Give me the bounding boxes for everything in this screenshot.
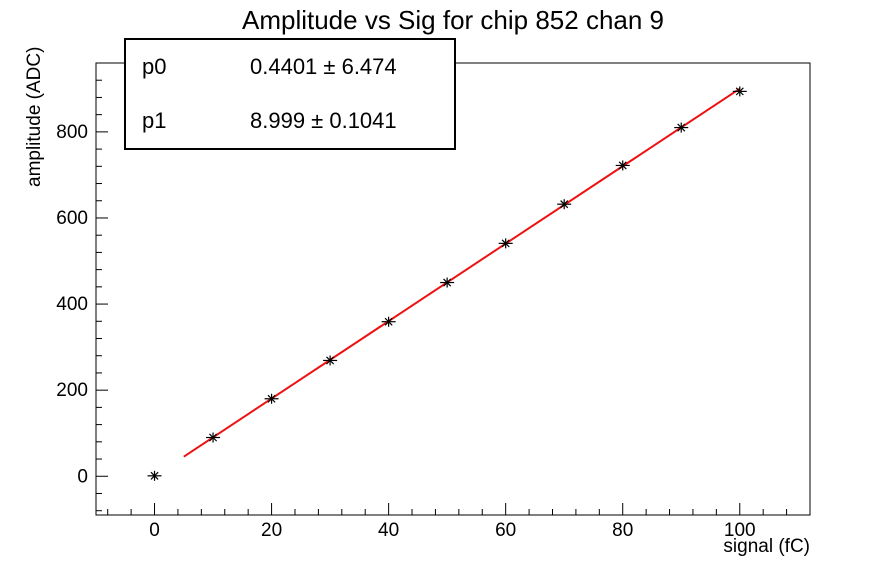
fit-stats-box: p0 0.4401 ± 6.474 p1 8.999 ± 0.1041 [124, 38, 456, 150]
fit-line [183, 87, 741, 458]
data-marker [323, 355, 338, 366]
param-value-p0: 0.4401 ± 6.474 [250, 54, 397, 79]
y-tick-label: 400 [56, 294, 88, 315]
data-marker [264, 393, 279, 404]
x-tick-label: 40 [378, 520, 399, 541]
x-tick-label: 20 [261, 520, 282, 541]
y-tick-label: 800 [56, 122, 88, 143]
stats-row-p0: p0 0.4401 ± 6.474 [126, 40, 454, 94]
x-tick-label: 0 [149, 520, 160, 541]
stats-row-p1: p1 8.999 ± 0.1041 [126, 94, 454, 148]
param-value-p1: 8.999 ± 0.1041 [250, 108, 397, 133]
y-axis-label: amplitude (ADC) [24, 46, 45, 187]
data-marker [440, 277, 455, 288]
x-tick-label: 100 [724, 520, 756, 541]
data-marker [615, 160, 630, 171]
data-marker [498, 238, 513, 249]
x-tick-label: 80 [612, 520, 633, 541]
y-tick-label: 0 [77, 466, 88, 487]
param-name-p0: p0 [142, 54, 167, 79]
param-name-p1: p1 [142, 108, 167, 133]
data-marker [557, 199, 572, 210]
x-tick-label: 60 [495, 520, 516, 541]
data-marker [732, 86, 747, 97]
x-axis-label: signal (fC) [723, 536, 810, 557]
y-tick-label: 200 [56, 380, 88, 401]
y-tick-label: 600 [56, 208, 88, 229]
data-marker [381, 316, 396, 327]
data-marker [674, 122, 689, 133]
data-marker [147, 470, 162, 481]
data-marker [206, 432, 221, 443]
chart-title: Amplitude vs Sig for chip 852 chan 9 [241, 5, 665, 35]
